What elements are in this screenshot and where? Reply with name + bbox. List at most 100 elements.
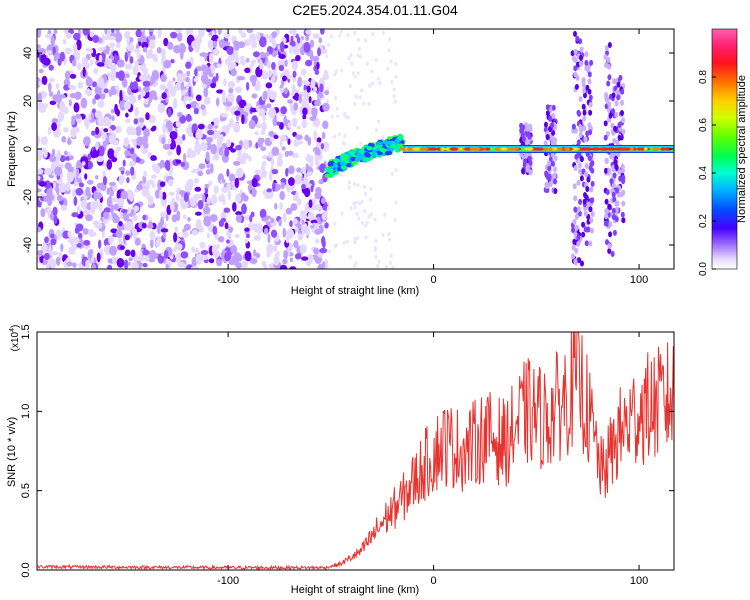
noise-mark [189, 196, 194, 206]
interference-mark [611, 92, 616, 99]
noise-mark [287, 150, 294, 156]
noise-mark [73, 32, 81, 41]
noise-mark [223, 78, 227, 87]
interference-mark [553, 178, 557, 185]
interference-mark [574, 83, 579, 90]
signal-mark [379, 147, 386, 153]
noise-mark [91, 81, 97, 88]
noise-mark [63, 127, 69, 133]
interference-mark [613, 125, 618, 132]
interference-mark [614, 163, 619, 170]
noise-mark [353, 101, 357, 106]
noise-mark [157, 102, 166, 114]
noise-mark [131, 261, 139, 269]
noise-mark [286, 228, 295, 239]
noise-mark [99, 92, 106, 100]
interference-mark [547, 165, 552, 172]
noise-mark [37, 226, 42, 233]
interference-mark [576, 139, 581, 146]
noise-mark [291, 84, 296, 93]
interference-mark [578, 124, 583, 130]
noise-mark [132, 64, 139, 76]
noise-mark [170, 31, 178, 39]
noise-mark [210, 143, 217, 155]
noise-mark [267, 233, 271, 244]
noise-mark [246, 29, 252, 32]
noise-mark [159, 189, 163, 200]
interference-mark [589, 227, 594, 234]
interference-mark [607, 42, 612, 48]
noise-mark [310, 78, 316, 89]
noise-mark [54, 94, 63, 104]
noise-mark [48, 245, 52, 256]
noise-mark [43, 57, 51, 66]
spectrogram-y-tick-label: 0 [22, 146, 34, 152]
noise-mark [282, 227, 287, 238]
noise-mark [37, 168, 44, 175]
colorbar-ticks: 0.0 0.2 0.4 0.6 0.8 [698, 70, 716, 276]
noise-mark [43, 259, 48, 265]
noise-mark [324, 222, 329, 229]
noise-mark [134, 106, 139, 117]
noise-mark [61, 136, 67, 143]
noise-mark [336, 114, 340, 119]
interference-mark [584, 59, 589, 66]
noise-mark [292, 60, 298, 70]
noise-mark [322, 102, 330, 112]
noise-mark [279, 202, 283, 211]
noise-mark [318, 91, 324, 99]
noise-mark [314, 191, 322, 200]
noise-mark [235, 144, 242, 151]
noise-mark [175, 159, 182, 164]
interference-mark [617, 168, 622, 175]
noise-mark [146, 224, 154, 229]
noise-mark [54, 166, 63, 176]
noise-mark [314, 238, 320, 244]
noise-mark [206, 196, 211, 205]
noise-mark [254, 169, 262, 175]
noise-mark [365, 61, 369, 66]
noise-mark [118, 167, 126, 171]
noise-mark [116, 59, 125, 68]
noise-mark [333, 244, 337, 249]
interference-mark [581, 221, 586, 228]
noise-mark [38, 68, 44, 74]
noise-mark [107, 148, 115, 160]
noise-mark [285, 167, 289, 177]
noise-mark [121, 209, 128, 214]
noise-mark [74, 91, 82, 100]
noise-mark [37, 175, 41, 181]
noise-mark [207, 123, 214, 130]
noise-mark [46, 188, 53, 197]
noise-mark [264, 33, 270, 40]
noise-mark [360, 199, 364, 204]
noise-mark [109, 42, 115, 47]
interference-mark [584, 171, 589, 177]
noise-mark [94, 85, 102, 96]
signal-mark [339, 155, 346, 160]
signal-mark [349, 150, 356, 155]
interference-mark [605, 189, 610, 196]
interference-mark [603, 54, 608, 61]
noise-mark [393, 218, 397, 222]
interference-mark [584, 194, 589, 201]
noise-mark [83, 136, 91, 147]
noise-mark [258, 108, 266, 117]
noise-mark [64, 162, 72, 170]
noise-mark [225, 101, 233, 107]
noise-mark [185, 127, 192, 135]
noise-mark [212, 48, 220, 56]
noise-mark [297, 233, 304, 241]
noise-mark [37, 249, 44, 257]
noise-mark [387, 48, 391, 53]
noise-mark [105, 135, 109, 146]
noise-mark [93, 190, 98, 202]
noise-mark [262, 160, 267, 167]
noise-mark [304, 80, 311, 86]
carrier-peak [430, 147, 437, 151]
interference-mark [571, 253, 575, 260]
noise-mark [92, 220, 100, 226]
interference-mark [573, 65, 578, 72]
noise-mark [394, 61, 398, 66]
interference-mark [604, 62, 609, 68]
